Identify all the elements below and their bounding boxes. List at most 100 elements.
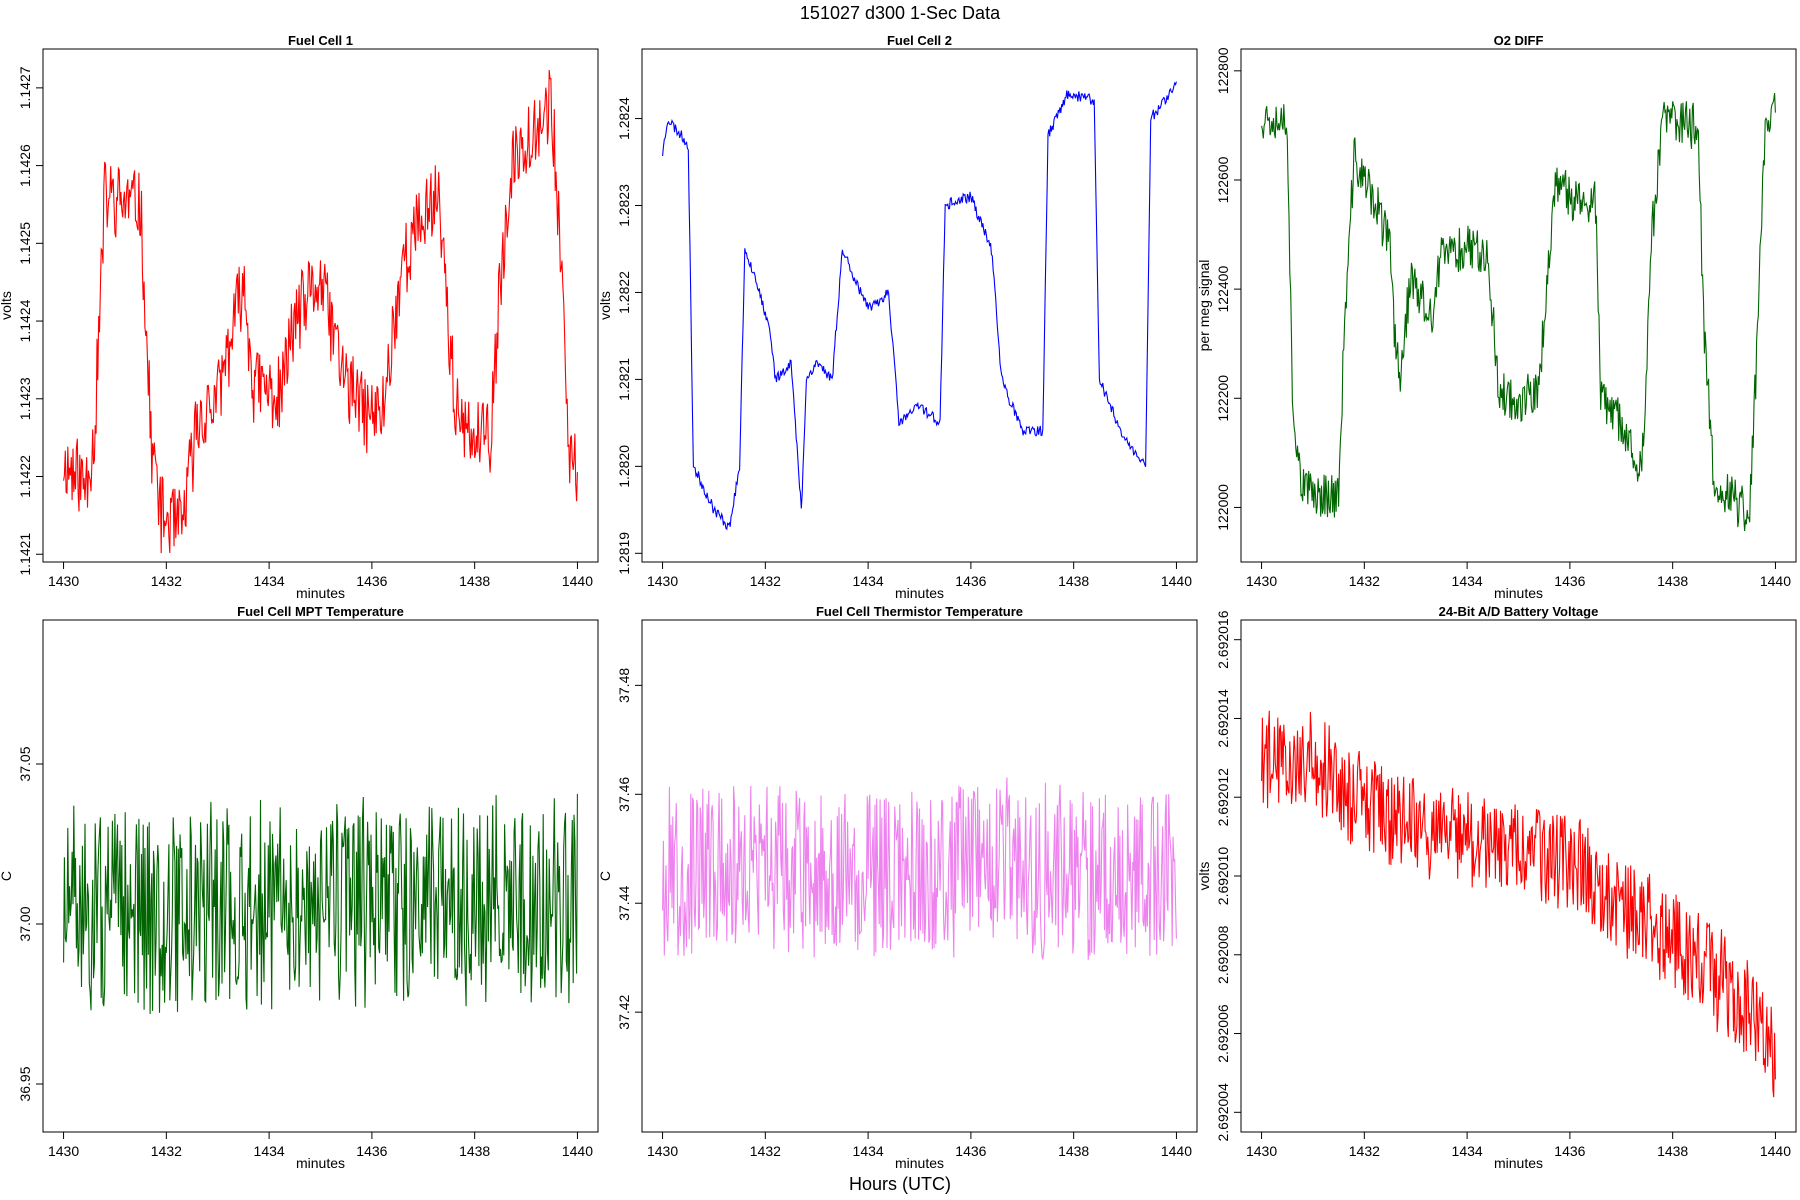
y-tick-label: 1.1421	[17, 533, 33, 576]
x-tick-label: 1432	[1349, 573, 1380, 589]
x-tick-label: 1432	[750, 573, 781, 589]
x-tick-label: 1440	[1760, 573, 1791, 589]
x-tick-label: 1432	[151, 573, 182, 589]
panel-3: O2 DIFF 1430 1432 1434 1436 1438 1440 minutes 12…	[1196, 33, 1797, 601]
x-tick-label: 1432	[1349, 1143, 1380, 1159]
y-tick-label: 37.00	[17, 906, 33, 941]
x-tick-label: 1438	[1657, 573, 1688, 589]
x-tick-label: 1436	[1554, 1143, 1585, 1159]
y-axis-label: volts	[597, 291, 613, 320]
y-axis-label: C	[0, 871, 14, 881]
y-tick-label: 37.42	[616, 994, 632, 1029]
x-tick-label: 1434	[853, 573, 884, 589]
y-tick-label: 1.1426	[17, 144, 33, 187]
x-axis-label: minutes	[1494, 1155, 1543, 1171]
y-tick-label: 37.05	[17, 746, 33, 781]
x-tick-label: 1438	[1058, 1143, 1089, 1159]
y-tick-label: 2.692008	[1215, 925, 1231, 984]
x-tick-label: 1434	[254, 1143, 285, 1159]
x-tick-label: 1434	[853, 1143, 884, 1159]
x-axis-label: minutes	[296, 1155, 345, 1171]
plot-frame	[42, 619, 599, 1133]
figure-xlabel: Hours (UTC)	[849, 1174, 951, 1194]
x-tick-label: 1436	[1554, 573, 1585, 589]
x-tick-label: 1434	[1452, 573, 1483, 589]
y-tick-label: 1.2820	[616, 445, 632, 488]
y-tick-label: 2.692014	[1215, 689, 1231, 748]
panel-2: Fuel Cell 2 1430 1432 1434 1436 1438 1440 minut…	[597, 33, 1198, 601]
panel-title: Fuel Cell 1	[288, 33, 353, 48]
y-tick-label: 1.2821	[616, 358, 632, 401]
figure-title: 151027 d300 1-Sec Data	[800, 3, 1001, 23]
x-tick-label: 1436	[356, 1143, 387, 1159]
y-tick-label: 37.48	[616, 668, 632, 703]
plot-frame	[641, 619, 1198, 1133]
plot-frame	[1240, 619, 1797, 1133]
panel-title: O2 DIFF	[1494, 33, 1544, 48]
x-tick-label: 1430	[48, 1143, 79, 1159]
x-tick-label: 1436	[955, 1143, 986, 1159]
y-tick-label: 122800	[1215, 47, 1231, 94]
y-axis-label: volts	[0, 291, 14, 320]
y-tick-label: 1.2823	[616, 184, 632, 227]
y-tick-label: 37.46	[616, 777, 632, 812]
panel-1: Fuel Cell 1 1430 1432 1434 1436 1438 1440 minut…	[0, 33, 599, 601]
series-line	[1261, 93, 1776, 532]
y-tick-label: 36.95	[17, 1066, 33, 1101]
x-axis-label: minutes	[1494, 585, 1543, 601]
x-tick-label: 1434	[1452, 1143, 1483, 1159]
x-tick-label: 1440	[1760, 1143, 1791, 1159]
x-tick-label: 1440	[1161, 1143, 1192, 1159]
plot-frame	[641, 48, 1198, 563]
x-axis-label: minutes	[296, 585, 345, 601]
series-line	[63, 793, 578, 1015]
panel-5: Fuel Cell Thermistor Temperature 1430 1432…	[597, 604, 1198, 1171]
x-tick-label: 1436	[356, 573, 387, 589]
y-axis-label: volts	[1196, 862, 1212, 891]
y-tick-label: 1.2822	[616, 271, 632, 314]
x-tick-label: 1440	[1161, 573, 1192, 589]
series-line	[662, 777, 1177, 960]
x-tick-label: 1430	[1246, 1143, 1277, 1159]
panel-title: Fuel Cell MPT Temperature	[237, 604, 404, 619]
x-tick-label: 1432	[151, 1143, 182, 1159]
x-axis-label: minutes	[895, 1155, 944, 1171]
y-tick-label: 2.692012	[1215, 768, 1231, 827]
plot-frame	[42, 48, 599, 563]
y-tick-label: 2.692006	[1215, 1004, 1231, 1063]
x-tick-label: 1430	[48, 573, 79, 589]
x-tick-label: 1432	[750, 1143, 781, 1159]
x-tick-label: 1430	[647, 1143, 678, 1159]
y-tick-label: 1.1424	[17, 299, 33, 342]
y-tick-label: 1.1422	[17, 455, 33, 498]
y-tick-label: 2.692016	[1215, 610, 1231, 669]
y-tick-label: 122200	[1215, 375, 1231, 422]
x-tick-label: 1438	[459, 573, 490, 589]
panel-title: 24-Bit A/D Battery Voltage	[1439, 604, 1599, 619]
x-tick-label: 1438	[1657, 1143, 1688, 1159]
y-tick-label: 1.2824	[616, 97, 632, 140]
series-line	[662, 81, 1177, 531]
x-tick-label: 1438	[1058, 573, 1089, 589]
panel-title: Fuel Cell Thermistor Temperature	[816, 604, 1023, 619]
x-tick-label: 1430	[1246, 573, 1277, 589]
y-tick-label: 122000	[1215, 484, 1231, 531]
y-tick-label: 2.692004	[1215, 1083, 1231, 1142]
y-tick-label: 1.1427	[17, 66, 33, 109]
x-axis-label: minutes	[895, 585, 944, 601]
panel-4: Fuel Cell MPT Temperature 1430 1432 1434 143…	[0, 604, 599, 1171]
y-tick-label: 1.1423	[17, 377, 33, 420]
y-tick-label: 1.1425	[17, 222, 33, 265]
y-tick-label: 2.692010	[1215, 847, 1231, 906]
x-tick-label: 1434	[254, 573, 285, 589]
panel-6: 24-Bit A/D Battery Voltage 1430 1432 1434 14…	[1196, 604, 1797, 1171]
x-tick-label: 1430	[647, 573, 678, 589]
plot-frame	[1240, 48, 1797, 563]
y-axis-label: C	[597, 871, 613, 881]
y-axis-label: per meg signal	[1196, 260, 1212, 352]
panel-title: Fuel Cell 2	[887, 33, 952, 48]
y-tick-label: 122400	[1215, 266, 1231, 313]
y-tick-label: 37.44	[616, 886, 632, 921]
x-tick-label: 1440	[562, 1143, 593, 1159]
